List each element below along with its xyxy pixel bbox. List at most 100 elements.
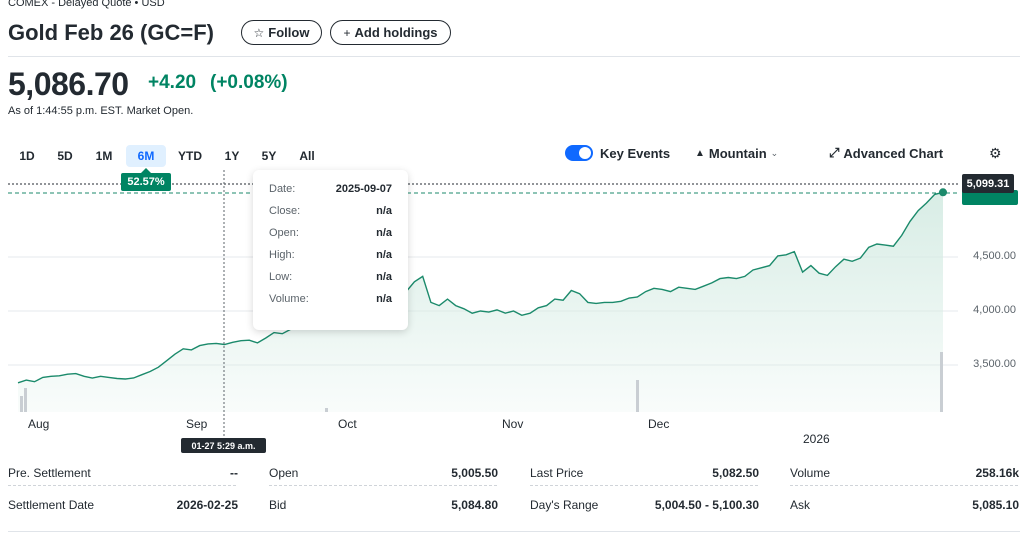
tooltip-key: Close: [269, 205, 301, 217]
plus-icon: + [343, 25, 351, 40]
x-tick-label: Sep [186, 417, 208, 431]
range-1y[interactable]: 1Y [224, 149, 240, 163]
chart-type-dropdown[interactable]: ▲ Mountain ⌄ [695, 145, 778, 161]
tooltip-value: n/a [376, 293, 392, 305]
x-tick-label: Nov [502, 417, 524, 431]
tooltip-row: Low: n/a [269, 266, 392, 288]
stat-days-range: Day's Range 5,004.50 - 5,100.30 [530, 497, 759, 513]
stat-last-price: Last Price 5,082.50 [530, 465, 759, 481]
x-tick-label: Oct [338, 417, 357, 431]
price-area [18, 192, 943, 412]
x-year-label: 2026 [803, 432, 830, 446]
settings-button[interactable]: ⚙ [989, 145, 1002, 161]
stat-label: Ask [790, 498, 811, 512]
stat-value: 5,084.80 [451, 498, 498, 512]
volume-bar [24, 388, 27, 412]
volume-bar [636, 380, 639, 412]
follow-button[interactable]: ☆ Follow [241, 20, 322, 45]
tooltip-key: Low: [269, 271, 293, 283]
stat-label: Last Price [530, 466, 584, 480]
tooltip-row: Volume: n/a [269, 288, 392, 310]
stat-bid: Bid 5,084.80 [269, 497, 498, 513]
stat-ask: Ask 5,085.10 [790, 497, 1019, 513]
exchange-label: COMEX - Delayed Quote • USD [8, 0, 165, 9]
y-tick-label: 3,500.00 [973, 358, 1016, 370]
stat-divider [790, 485, 1019, 486]
volume-bar [20, 396, 23, 412]
gear-icon: ⚙ [989, 144, 1002, 161]
stat-value: 2026-02-25 [176, 498, 238, 512]
chart-type-label: Mountain [708, 145, 767, 161]
x-tick-label: Dec [648, 417, 670, 431]
tooltip-value: n/a [376, 271, 392, 283]
tooltip-value: n/a [376, 205, 392, 217]
stat-label: Settlement Date [8, 498, 95, 512]
add-holdings-label: Add holdings [354, 25, 438, 40]
current-price-tag: 5,099.31 [962, 174, 1014, 193]
stat-value: 5,082.50 [712, 466, 759, 480]
tooltip-key: Open: [269, 227, 299, 239]
header-divider [8, 56, 1020, 57]
stat-label: Day's Range [530, 498, 599, 512]
stat-divider [530, 485, 759, 486]
stat-label: Bid [269, 498, 287, 512]
price-line [17, 191, 944, 384]
range-6m[interactable]: 6M [126, 145, 166, 167]
quote-price: 5,086.70 [8, 66, 129, 102]
stat-value: 5,004.50 - 5,100.30 [654, 498, 759, 512]
range-1m[interactable]: 1M [95, 149, 113, 163]
stat-value: 258.16k [975, 466, 1019, 480]
chart-tooltip: Date: 2025-09-07 Close: n/a Open: n/a High:… [253, 170, 408, 330]
tooltip-key: Date: [269, 183, 296, 195]
quote-timestamp: As of 1:44:55 p.m. EST. Market Open. [8, 105, 194, 117]
stat-open: Open 5,005.50 [269, 465, 498, 481]
range-all[interactable]: All [299, 149, 315, 163]
advanced-chart-button[interactable]: ⤢ Advanced Chart [829, 145, 943, 161]
range-ytd[interactable]: YTD [178, 149, 202, 163]
range-1d[interactable]: 1D [19, 149, 35, 163]
add-holdings-button[interactable]: + Add holdings [330, 20, 451, 45]
follow-label: Follow [268, 25, 310, 40]
footer-divider [8, 531, 1020, 532]
tooltip-key: High: [269, 249, 295, 261]
stat-pre-settlement: Pre. Settlement -- [8, 465, 238, 481]
stat-value: 5,005.50 [451, 466, 498, 480]
tooltip-row: Date: 2025-09-07 [269, 178, 392, 200]
tooltip-row: Open: n/a [269, 222, 392, 244]
tooltip-key: Volume: [269, 293, 309, 305]
key-events-label[interactable]: Key Events [600, 145, 671, 161]
tooltip-value: n/a [376, 227, 392, 239]
crosshair-time-badge: 01-27 5:29 a.m. [181, 438, 266, 453]
stat-value: 5,085.10 [972, 498, 1019, 512]
stat-label: Open [269, 466, 299, 480]
y-tick-label: 4,500.00 [973, 250, 1016, 262]
x-tick-label: Aug [28, 417, 50, 431]
stat-volume: Volume 258.16k [790, 465, 1019, 481]
page-title: Gold Feb 26 (GC=F) [8, 20, 214, 45]
volume-bar [325, 408, 328, 412]
current-price-marker [962, 190, 1018, 205]
tooltip-value: n/a [376, 249, 392, 261]
tooltip-row: High: n/a [269, 244, 392, 266]
range-5d[interactable]: 5D [57, 149, 73, 163]
mountain-icon: ▲ [695, 147, 705, 159]
last-price-dot [939, 188, 947, 197]
stat-label: Volume [790, 466, 831, 480]
range-5y[interactable]: 5Y [261, 149, 277, 163]
range-change-badge: 52.57% [121, 168, 171, 191]
chevron-down-icon: ⌄ [770, 147, 779, 158]
expand-icon: ⤢ [829, 145, 840, 160]
stat-value: -- [230, 466, 238, 480]
stat-settlement-date: Settlement Date 2026-02-25 [8, 497, 238, 513]
stat-label: Pre. Settlement [8, 466, 91, 480]
toggle-knob [579, 147, 591, 159]
tooltip-row: Close: n/a [269, 200, 392, 222]
stat-divider [8, 485, 238, 486]
key-events-toggle[interactable] [565, 145, 593, 161]
quote-change: +4.20 [148, 72, 197, 93]
y-tick-label: 4,000.00 [973, 304, 1016, 316]
stat-divider [269, 485, 498, 486]
star-icon: ☆ [253, 25, 265, 40]
volume-bar [940, 352, 943, 412]
